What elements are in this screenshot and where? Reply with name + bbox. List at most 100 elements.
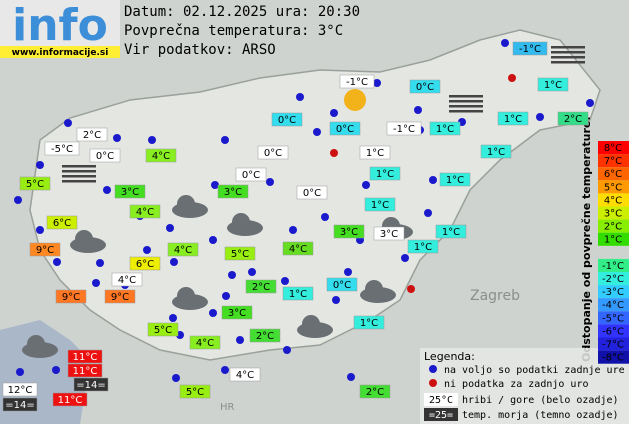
- station-dot: [166, 224, 174, 232]
- scale-label: -1°C: [602, 261, 624, 272]
- station-label-bg: [2, 397, 38, 412]
- station-label-bg: [52, 392, 88, 407]
- fog: [551, 46, 585, 49]
- station-dot: [96, 259, 104, 267]
- station-label: 1°C: [544, 80, 562, 91]
- legend-title: Legenda:: [424, 350, 475, 363]
- scale-label: -6°C: [602, 326, 624, 337]
- scale-cell: [598, 141, 629, 155]
- station-dot: [586, 99, 594, 107]
- station-label: 0°C: [416, 82, 434, 93]
- station-dot: [414, 106, 422, 114]
- station-label-bg: [326, 277, 358, 292]
- scale-label: -7°C: [602, 340, 624, 351]
- station-dot: [373, 79, 381, 87]
- station-label-bg: [353, 315, 385, 330]
- station-label-bg: [296, 185, 328, 200]
- station-label: -1°C: [346, 77, 368, 88]
- scale-label: -5°C: [602, 313, 624, 324]
- station-dot: [64, 119, 72, 127]
- station-label-bg: [282, 241, 314, 256]
- station-dot: [36, 161, 44, 169]
- scale-label: -4°C: [602, 300, 624, 311]
- scale-cell: [598, 219, 629, 233]
- station-label: 9°C: [62, 292, 80, 303]
- station-label-bg: [221, 305, 253, 320]
- station-label-bg: [245, 279, 277, 294]
- station-label-bg: [104, 289, 136, 304]
- station-label-bg: [179, 384, 211, 399]
- place-name: HR: [220, 402, 235, 413]
- station-label-bg: [557, 111, 589, 126]
- station-dot: [148, 136, 156, 144]
- station-dot: [296, 93, 304, 101]
- station-label-bg: [512, 41, 548, 56]
- station-dot: [330, 109, 338, 117]
- station-label-bg: [407, 239, 439, 254]
- station-label: 1°C: [487, 147, 505, 158]
- station-label: 1°C: [442, 227, 460, 238]
- station-label-bg: [46, 215, 78, 230]
- sun: [344, 89, 366, 111]
- station-dot: [209, 236, 217, 244]
- station-label: 4°C: [196, 338, 214, 349]
- station-label: 3°C: [228, 308, 246, 319]
- station-label-bg: [429, 121, 461, 136]
- station-label-bg: [224, 246, 256, 261]
- station-label-bg: [44, 141, 80, 156]
- station-label-bg: [257, 145, 289, 160]
- fog: [62, 180, 96, 183]
- station-label-bg: [67, 349, 103, 364]
- station-dot: [222, 292, 230, 300]
- station-dot: [113, 134, 121, 142]
- scale-cell: [598, 324, 629, 338]
- station-label: 1°C: [360, 318, 378, 329]
- station-label: -1°C: [519, 44, 541, 55]
- scale-cell: [598, 337, 629, 351]
- station-dot: [266, 178, 274, 186]
- station-dot: [283, 346, 291, 354]
- fog: [449, 100, 483, 103]
- fog: [551, 61, 585, 64]
- station-label: 11°C: [58, 395, 83, 406]
- legend-text: ni podatka za zadnjo uro: [444, 379, 589, 390]
- station-dot: [209, 309, 217, 317]
- station-dot: [362, 181, 370, 189]
- station-label: 4°C: [289, 244, 307, 255]
- station-dot: [347, 373, 355, 381]
- station-label-bg: [76, 127, 108, 142]
- station-label-bg: [229, 367, 261, 382]
- station-missing: [407, 285, 415, 293]
- station-label-bg: [217, 184, 249, 199]
- station-dot: [221, 366, 229, 374]
- station-label: 0°C: [303, 188, 321, 199]
- fog: [449, 95, 483, 98]
- station-label: =14=: [5, 400, 34, 411]
- cloud: [365, 280, 383, 298]
- station-label-bg: [369, 166, 401, 181]
- scale-label: -3°C: [602, 287, 624, 298]
- station-label-bg: [111, 272, 143, 287]
- station-label-bg: [55, 289, 87, 304]
- station-label-bg: [73, 377, 109, 392]
- station-dot: [92, 279, 100, 287]
- station-label: 4°C: [236, 370, 254, 381]
- station-dot: [36, 226, 44, 234]
- station-dot: [536, 113, 544, 121]
- scale-cell: [598, 180, 629, 194]
- station-label-bg: [2, 382, 38, 397]
- station-label: 4°C: [136, 207, 154, 218]
- station-label: 0°C: [242, 170, 260, 181]
- station-label: 2°C: [366, 387, 384, 398]
- station-label: 1°C: [371, 200, 389, 211]
- legend-sample: [424, 393, 458, 406]
- station-dot: [313, 128, 321, 136]
- legend-dot: [429, 365, 437, 373]
- station-label: 4°C: [118, 275, 136, 286]
- station-label: 0°C: [333, 280, 351, 291]
- station-dot: [16, 368, 24, 376]
- station-label-bg: [249, 328, 281, 343]
- site: www.informacije.si: [12, 48, 109, 58]
- legend-sample-text: 25°C: [429, 395, 453, 406]
